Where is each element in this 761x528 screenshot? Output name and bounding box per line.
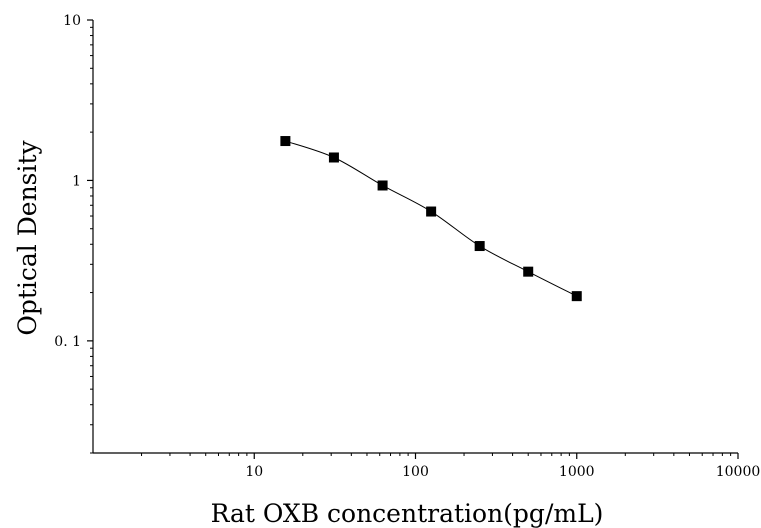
data-point-marker bbox=[571, 291, 582, 302]
x-tick-label: 1000 bbox=[559, 464, 595, 480]
data-points bbox=[280, 136, 582, 302]
x-axis-title: Rat OXB concentration(pg/mL) bbox=[211, 499, 604, 528]
x-tick-label: 100 bbox=[402, 464, 429, 480]
data-point-marker bbox=[523, 266, 534, 277]
y-tick-label: 0. 1 bbox=[54, 334, 81, 350]
x-tick-label: 10 bbox=[245, 464, 263, 480]
y-tick-label: 10 bbox=[63, 13, 81, 29]
data-point-marker bbox=[377, 180, 388, 191]
tick-labels: 10 100 1000 10000 0. 1 1 10 bbox=[54, 13, 760, 480]
data-point-marker bbox=[280, 136, 291, 147]
y-tick-label: 1 bbox=[72, 173, 81, 189]
x-tick-label: 10000 bbox=[716, 464, 761, 480]
y-axis-title: Optical Density bbox=[13, 139, 42, 335]
data-point-marker bbox=[328, 152, 339, 163]
data-point-marker bbox=[474, 241, 485, 252]
axes bbox=[87, 19, 739, 459]
data-point-marker bbox=[426, 206, 437, 217]
